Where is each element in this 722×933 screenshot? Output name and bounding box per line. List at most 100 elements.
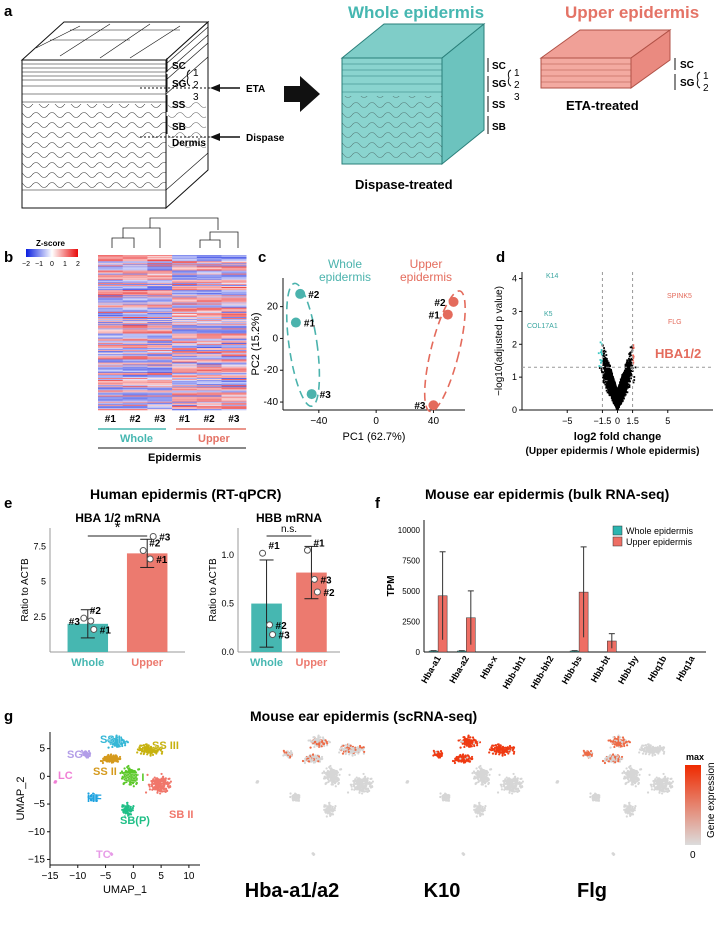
heatmap-cell [147, 311, 173, 314]
heatmap-cell [122, 263, 148, 265]
heatmap-cell [196, 300, 222, 302]
heatmap-cell [196, 365, 222, 367]
heatmap-cell [221, 354, 247, 356]
pca-point [290, 317, 301, 328]
volcano-point [622, 381, 625, 383]
volcano-point [609, 375, 611, 378]
heatmap-cell [122, 269, 148, 271]
heatmap-cell [196, 266, 222, 268]
volcano-point [609, 382, 612, 385]
heatmap-cell [122, 266, 148, 268]
umap-cell [169, 785, 172, 788]
y-axis-label: PC2 (15.2%) [250, 313, 262, 376]
umap-cell [120, 770, 124, 773]
heatmap-cell [147, 319, 173, 321]
heatmap-cell [196, 271, 222, 273]
heatmap-cell [221, 289, 247, 291]
volcano-point [603, 362, 606, 365]
heatmap-cell [147, 271, 173, 273]
volcano-point [603, 358, 606, 361]
sg-number: 1 [703, 71, 709, 82]
heatmap-cell [221, 340, 247, 343]
heatmap-cell [122, 374, 148, 377]
heatmap-cell [147, 322, 173, 324]
heatmap-cell [172, 283, 198, 286]
heatmap-cell [172, 390, 198, 392]
umap-cell [147, 744, 150, 747]
heatmap-cell [122, 338, 148, 341]
heatmap-cell [196, 383, 222, 385]
heatmap-cell [147, 289, 173, 291]
heatmap-cell [221, 339, 247, 342]
data-point [149, 532, 157, 540]
heatmap-cell [122, 367, 148, 369]
heatmap-cell [172, 332, 198, 334]
heatmap-cell [221, 376, 247, 379]
heatmap-cell [98, 319, 123, 321]
heatmap-cell [221, 401, 247, 404]
heatmap-cell [196, 340, 222, 343]
volcano-point [606, 373, 609, 375]
umap-cell [143, 751, 146, 754]
heatmap-cell [172, 272, 198, 274]
heatmap-cell [172, 404, 198, 407]
feature-cell [309, 746, 312, 749]
volcano-point [605, 357, 607, 360]
heatmap-cell [221, 286, 247, 288]
heatmap-cell [122, 307, 148, 310]
umap-cell [87, 750, 91, 753]
significance-label: * [115, 519, 121, 536]
zscore-title: Z-score [36, 239, 65, 248]
umap-cell [165, 789, 168, 792]
heatmap-cell [172, 383, 198, 385]
heatmap-cell [196, 303, 222, 305]
heatmap-cell [98, 363, 123, 365]
heatmap-cell [147, 325, 173, 327]
heatmap-cell [98, 339, 123, 342]
heatmap-cell [172, 395, 198, 397]
heatmap-cell [122, 270, 148, 272]
panel-label-b: b [4, 249, 13, 266]
umap-cell [146, 773, 149, 776]
umap-cell [133, 772, 136, 775]
heatmap-cell [221, 403, 247, 406]
zscore-ticks: −2 −1 0 1 2 [22, 261, 80, 268]
heatmap-cell [147, 329, 173, 331]
heatmap-cell [196, 286, 222, 288]
heatmap-cell [98, 310, 123, 313]
heatmap-cell [98, 388, 123, 390]
heatmap-cell [221, 269, 247, 271]
heatmap-cell [98, 371, 123, 374]
layer-label: SS [172, 100, 186, 111]
heatmap-cell [98, 281, 123, 284]
umap-cell [92, 799, 96, 802]
heatmap-cell [221, 274, 247, 276]
heatmap-cell [172, 408, 198, 411]
feature-cell [318, 742, 321, 745]
heatmap-cell [172, 279, 198, 282]
volcano-point [617, 399, 620, 401]
heatmap-cell [98, 351, 123, 353]
umap-cell [107, 740, 110, 743]
heatmap-cell [98, 276, 123, 279]
heatmap-cell [172, 385, 198, 387]
heatmap-cell [98, 389, 123, 391]
umap-cell [128, 781, 132, 784]
heatmap-cell [221, 386, 247, 388]
heatmap-cell [147, 374, 173, 377]
umap-cell [156, 791, 159, 794]
heatmap-cell [98, 272, 123, 274]
x-tick-label: −40 [310, 416, 327, 427]
heatmap-cell [147, 335, 173, 337]
heatmap-cell [221, 348, 247, 350]
volcano-point [623, 391, 626, 394]
heatmap-cell [122, 257, 148, 259]
heatmap-cell [147, 292, 173, 294]
heatmap-cell [122, 268, 148, 270]
heatmap-cell [147, 262, 173, 264]
heatmap-cell [196, 396, 222, 398]
heatmap-cell [196, 405, 222, 408]
heatmap-cell [221, 314, 247, 317]
umap-cell [169, 780, 172, 783]
volcano-point [624, 373, 627, 376]
